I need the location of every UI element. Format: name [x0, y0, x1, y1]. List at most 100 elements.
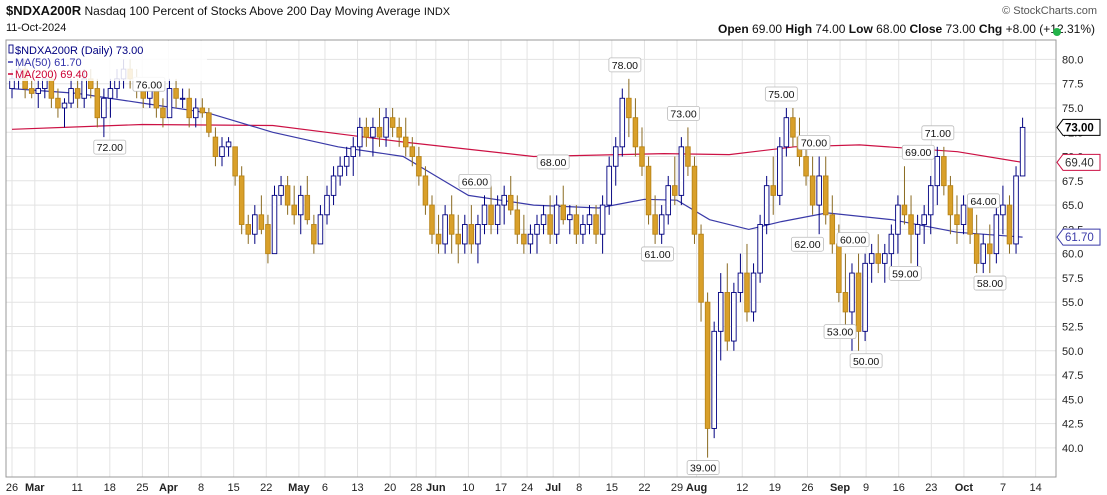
- exchange: INDX: [423, 6, 451, 18]
- candle-body: [862, 262, 868, 332]
- candle-body: [593, 214, 599, 235]
- ohlc-readout: Open 69.00 High 74.00 Low 68.00 Close 73…: [718, 22, 1095, 36]
- candle-body: [829, 214, 836, 245]
- annotation-label: 76.00: [136, 79, 162, 91]
- candle-body: [698, 233, 704, 303]
- candle-body: [389, 117, 396, 128]
- candle-body: [665, 185, 671, 216]
- ma200-line: [11, 123, 1023, 163]
- x-tick-label: 20: [384, 482, 396, 494]
- candle-body: [160, 107, 166, 119]
- candle-body: [822, 175, 829, 216]
- close-price-tag-shape: [1056, 118, 1101, 136]
- annotation-box: [888, 265, 922, 281]
- annotation-label: 58.00: [977, 278, 1003, 290]
- annotation-label: 78.00: [612, 60, 638, 72]
- candle-body: [416, 156, 422, 177]
- annotation-label: 69.00: [905, 147, 931, 159]
- candle-body: [238, 175, 245, 225]
- candle-body: [28, 88, 35, 94]
- x-tick-label: Oct: [955, 482, 974, 494]
- annotation-box: [901, 144, 935, 160]
- candle-body: [258, 214, 265, 230]
- annotation-label: 61.00: [644, 249, 670, 261]
- candle-body: [816, 175, 822, 206]
- candle-body: [580, 224, 586, 235]
- candle-body: [376, 126, 383, 138]
- ma50-price-tag-label: 61.70: [1065, 232, 1094, 244]
- candle-body: [317, 214, 324, 245]
- candle-body: [724, 292, 731, 342]
- candle-body: [921, 214, 927, 225]
- candle-body: [868, 253, 875, 264]
- x-tick-label: 8: [576, 482, 582, 494]
- candle-body: [1006, 204, 1013, 245]
- candle-body: [882, 253, 888, 264]
- candle-body: [783, 117, 790, 148]
- y-tick-label: 65.0: [1062, 200, 1083, 212]
- y-tick-label: 45.0: [1062, 394, 1083, 406]
- candle-body: [245, 224, 251, 235]
- candle-body: [370, 126, 376, 138]
- x-axis: 26 Mar 11 18 25 Apr 8 15 22 May 6 13 20 28 Jun 10 17 24 Ju…: [6, 482, 1042, 494]
- candle-body: [731, 292, 737, 342]
- candle-body: [993, 214, 1000, 255]
- annotation-box: [791, 236, 824, 252]
- x-tick-label: 15: [606, 482, 618, 494]
- candle-body: [475, 224, 481, 245]
- candle-body: [1000, 204, 1006, 216]
- open-value: 69.00: [752, 22, 783, 36]
- candle-body: [442, 214, 448, 245]
- legend-swatch-bars: [8, 44, 14, 54]
- candle-body: [895, 204, 901, 235]
- candle-body: [402, 136, 409, 148]
- candle-body: [777, 146, 783, 196]
- candle-body: [914, 224, 921, 235]
- x-tick-label: 22: [638, 482, 650, 494]
- low-label: Low: [848, 22, 873, 36]
- close-value: 73.00: [945, 22, 976, 36]
- x-tick-label: 16: [893, 482, 905, 494]
- candle-body: [422, 175, 429, 206]
- close-label: Close: [909, 22, 943, 36]
- x-tick-label: May: [288, 482, 310, 494]
- candle-body: [396, 126, 402, 138]
- legend-bg: [7, 41, 207, 81]
- candle-body: [337, 165, 343, 177]
- candle-body: [685, 146, 691, 167]
- y-tick-label: 75.0: [1062, 103, 1083, 115]
- annotation-label: 64.00: [970, 196, 996, 208]
- candle-body: [429, 204, 435, 235]
- annotation-label: 70.00: [801, 138, 827, 150]
- candle-body: [383, 117, 389, 138]
- x-tick-label: 22: [260, 482, 272, 494]
- annotation-box: [667, 106, 700, 121]
- annotation-label: 59.00: [892, 268, 918, 280]
- candle-body: [672, 185, 678, 196]
- annotation-label: 73.00: [670, 108, 696, 120]
- candle-body: [350, 146, 356, 157]
- brand-logo: © StockCharts.com: [1002, 5, 1097, 17]
- annotation-box: [458, 173, 492, 189]
- candle-body: [947, 185, 954, 216]
- close-price-tag-label: 73.00: [1065, 122, 1094, 134]
- candle-body: [74, 88, 81, 99]
- annotation-box: [764, 86, 798, 102]
- annotation-box: [823, 324, 857, 340]
- candle-body: [987, 243, 993, 255]
- plot-frame: [5, 39, 1057, 478]
- candle-body: [357, 126, 363, 148]
- candle-body: [304, 194, 311, 221]
- candle-body: [81, 78, 87, 99]
- annotation-label: 75.00: [768, 89, 794, 101]
- annotation-box: [973, 275, 1007, 291]
- low-value: 68.00: [876, 22, 907, 36]
- y-tick-label: 47.5: [1062, 370, 1083, 382]
- candle-body: [980, 243, 986, 264]
- x-tick-label: 18: [104, 482, 116, 494]
- candle-body: [809, 175, 816, 206]
- candle-body: [960, 204, 967, 225]
- x-tick-label: 26: [801, 482, 813, 494]
- candle-body: [219, 146, 225, 157]
